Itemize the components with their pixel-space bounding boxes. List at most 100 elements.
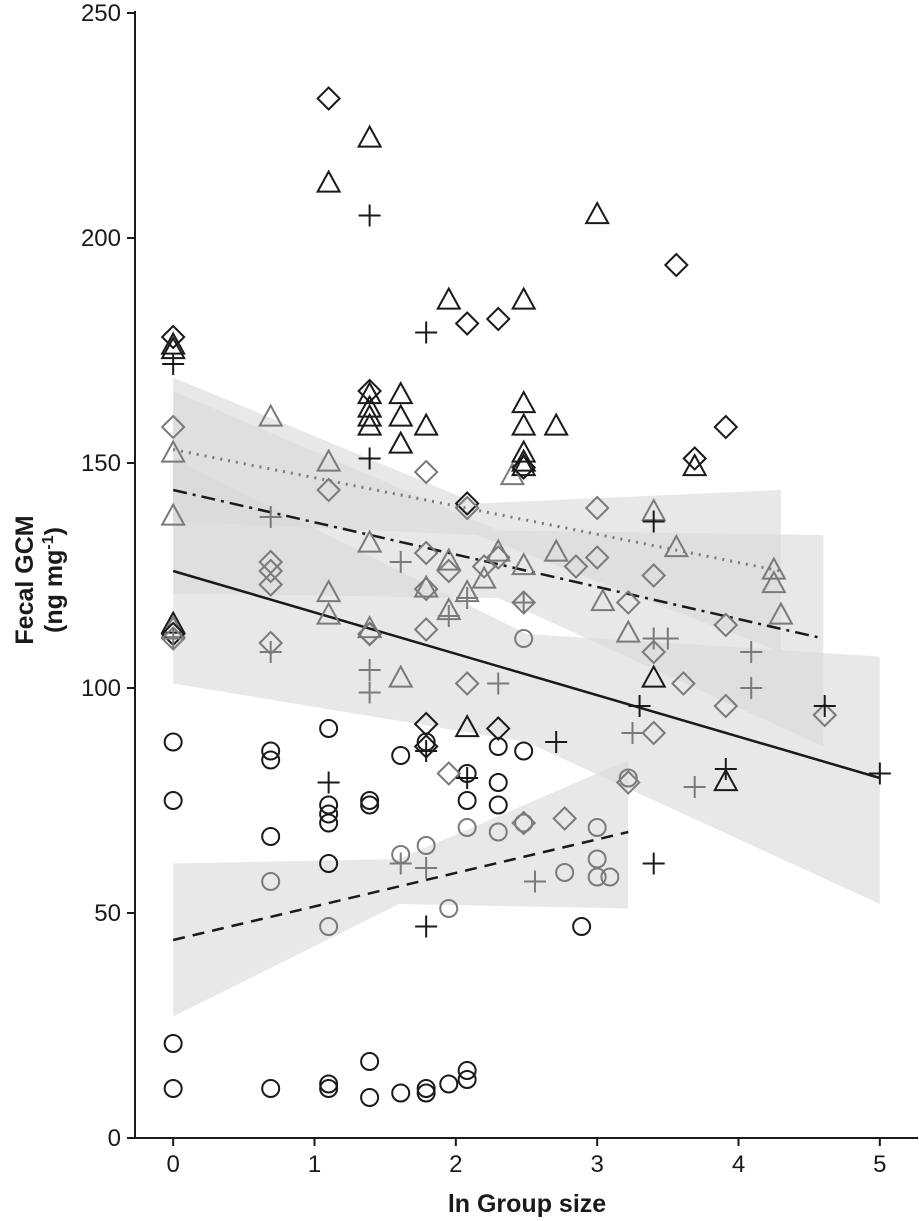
- circle-point-gray: [587, 867, 607, 887]
- triangle-point-gray: [471, 565, 497, 589]
- diamond-point-gray: [454, 671, 480, 696]
- diamond-point-black: [357, 378, 383, 404]
- plus-point-black: [162, 353, 185, 375]
- diamond-point-gray: [413, 459, 439, 485]
- axes: [127, 11, 918, 1146]
- x-tick-label: 4: [732, 1151, 745, 1178]
- plus-point-gray: [389, 551, 412, 573]
- diamond-point-gray: [357, 621, 383, 647]
- y-tick-label: 50: [94, 900, 121, 927]
- triangle-point-gray: [590, 588, 616, 612]
- diamond-point-black: [485, 306, 511, 332]
- triangle-point-black: [315, 169, 342, 193]
- diamond-point-gray: [641, 563, 667, 588]
- triangle-point-black: [436, 286, 462, 310]
- diamond-point-black: [485, 716, 511, 741]
- diamond-point-gray: [615, 590, 641, 615]
- diamond-point-black: [316, 86, 342, 111]
- circle-point-black: [163, 791, 183, 810]
- circle-point-black: [416, 1083, 436, 1103]
- plus-point-gray: [415, 857, 438, 879]
- y-tick-label: 250: [81, 0, 121, 27]
- diamond-point-gray: [413, 540, 439, 566]
- triangle-point-gray: [315, 579, 342, 603]
- fit-line-dashdot: [172, 488, 824, 640]
- circle-point-black: [457, 1070, 477, 1089]
- triangle-point-black: [510, 453, 537, 477]
- triangle-point-black: [388, 381, 414, 405]
- triangle-point-black: [454, 714, 480, 738]
- triangle-point-gray: [436, 547, 462, 571]
- plus-point-black: [317, 771, 340, 794]
- plus-point-gray: [259, 641, 282, 663]
- y-tick-label: 100: [81, 675, 121, 702]
- y-axis-unit-superscript: -1: [40, 535, 57, 549]
- plus-point-black: [642, 852, 665, 875]
- plus-point-black: [714, 758, 737, 780]
- plus-point-gray: [740, 677, 763, 699]
- y-axis-unit-close: ): [40, 527, 68, 535]
- circle-point-gray: [514, 813, 534, 833]
- circle-point-black: [488, 737, 508, 756]
- data-points: [160, 86, 891, 1107]
- triangle-point-gray: [761, 570, 787, 594]
- circle-point-black: [488, 795, 508, 815]
- diamond-point-gray: [436, 761, 462, 786]
- triangle-point-gray: [768, 601, 794, 625]
- plus-point-gray: [358, 659, 381, 681]
- circle-point-black: [319, 1079, 339, 1098]
- confidence-band-dashed: [173, 760, 629, 1017]
- triangle-point-black: [510, 439, 537, 463]
- triangle-point-black: [641, 664, 667, 688]
- circle-point-gray: [600, 867, 620, 887]
- triangle-point-gray: [510, 552, 537, 576]
- triangle-point-gray: [315, 601, 342, 625]
- plus-point-gray: [487, 672, 510, 695]
- diamond-point-gray: [812, 702, 838, 728]
- circle-point-black: [514, 741, 534, 761]
- diamond-point-gray: [584, 545, 610, 570]
- circle-point-black: [360, 1088, 380, 1107]
- plus-point-gray: [389, 852, 412, 875]
- plus-point-black: [813, 695, 836, 717]
- diamond-point-gray: [584, 495, 610, 521]
- triangle-point-black: [413, 412, 439, 436]
- plus-point-gray: [740, 641, 763, 663]
- confidence-bands: [173, 377, 880, 1017]
- circle-point-black: [261, 750, 281, 770]
- circle-point-black: [319, 804, 339, 824]
- plus-point-black: [456, 767, 479, 789]
- circle-point-black: [360, 791, 380, 810]
- diamond-point-black: [682, 446, 708, 471]
- diamond-point-gray: [563, 554, 589, 579]
- diamond-point-black: [663, 252, 689, 278]
- diamond-point-gray: [615, 770, 641, 795]
- circle-point-gray: [439, 899, 459, 918]
- circle-point-gray: [555, 863, 575, 882]
- circle-point-gray: [319, 917, 339, 936]
- triangle-point-black: [388, 403, 414, 427]
- diamond-point-gray: [413, 576, 439, 602]
- fit-line-dashed: [172, 830, 629, 942]
- circle-point-black: [391, 1083, 411, 1103]
- diamond-point-gray: [258, 572, 284, 597]
- circle-point-gray: [457, 818, 477, 837]
- x-axis-title: ln Group size: [448, 1190, 606, 1218]
- triangle-point-black: [388, 430, 414, 454]
- plus-point-black: [545, 731, 568, 753]
- y-tick-label: 150: [81, 450, 121, 477]
- diamond-point-gray: [436, 558, 462, 584]
- circle-point-gray: [488, 822, 508, 842]
- diamond-point-black: [511, 455, 537, 480]
- triangle-point-gray: [761, 556, 787, 580]
- plus-point-gray: [621, 722, 644, 744]
- plus-point-gray: [162, 627, 185, 650]
- y-axis-title: Fecal GCM (ng mg-1): [11, 515, 68, 644]
- diamond-point-gray: [670, 671, 696, 696]
- diamond-point-black: [713, 414, 739, 440]
- diamond-point-gray: [160, 414, 186, 440]
- y-tick-label: 0: [108, 1125, 121, 1152]
- triangle-point-gray: [663, 534, 690, 558]
